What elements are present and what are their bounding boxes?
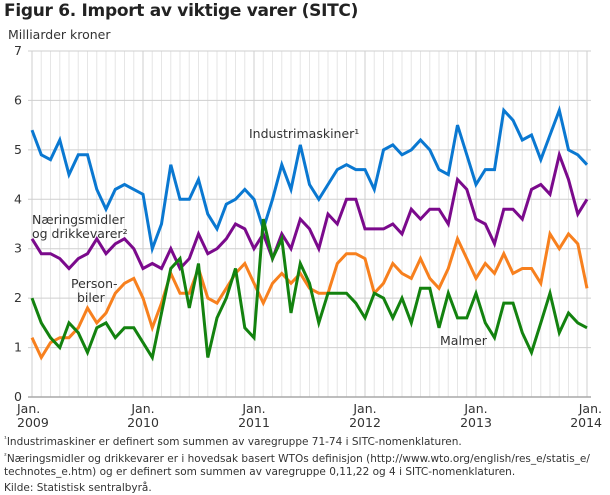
- x-tick-label-year: 2014: [570, 415, 602, 430]
- x-tick-label-year: 2009: [17, 415, 49, 430]
- source-note: Kilde: Statistisk sentralbyrå.: [4, 482, 604, 495]
- footnote-2-cont: technotes_e.htm) og er definert som summ…: [4, 466, 604, 480]
- x-tick-label-month: Jan.: [241, 401, 265, 416]
- footnote-1-text: Industrimaskiner er definert som summen …: [7, 436, 462, 448]
- x-tick-label-month: Jan.: [352, 401, 376, 416]
- footnote-2-text-line2: technotes_e.htm) og er definert som summ…: [4, 466, 515, 478]
- footnote-2: ²Næringsmidler og drikkevarer er i hoved…: [4, 450, 604, 467]
- x-tick-label-year: 2011: [238, 415, 270, 430]
- series-label-naeringsmidler-line2: og drikkevarer²: [32, 226, 128, 241]
- x-tick-label-month: Jan.: [16, 401, 40, 416]
- footnotes: ¹Industrimaskiner er definert som summen…: [4, 433, 604, 495]
- y-tick-label: 1: [14, 340, 22, 355]
- x-tick-label-month: Jan.: [578, 401, 602, 416]
- x-tick-label-month: Jan.: [130, 401, 154, 416]
- y-tick-label: 7: [14, 43, 22, 58]
- series-label-personbiler-line2: biler: [77, 290, 106, 305]
- series-label-naeringsmidler-line1: Næringsmidler: [32, 212, 125, 227]
- y-tick-label: 6: [14, 92, 22, 107]
- footnote-2-text-line1: Næringsmidler og drikkevarer er i hoveds…: [7, 453, 590, 465]
- series-label-malmer: Malmer: [440, 333, 488, 348]
- x-axis-ticks: Jan.2009Jan.2010Jan.2011Jan.2012Jan.2013…: [16, 401, 602, 430]
- y-tick-label: 5: [14, 142, 22, 157]
- x-tick-label-month: Jan.: [463, 401, 487, 416]
- series-label-industrimaskiner: Industrimaskiner¹: [249, 126, 359, 141]
- x-tick-label-year: 2010: [127, 415, 159, 430]
- y-tick-label: 2: [14, 290, 22, 305]
- y-tick-label: 3: [14, 241, 22, 256]
- x-tick-label-year: 2012: [349, 415, 381, 430]
- y-tick-label: 4: [14, 191, 22, 206]
- x-tick-label-year: 2013: [460, 415, 492, 430]
- footnote-1: ¹Industrimaskiner er definert som summen…: [4, 433, 604, 450]
- series-label-personbiler-line1: Person-: [71, 276, 118, 291]
